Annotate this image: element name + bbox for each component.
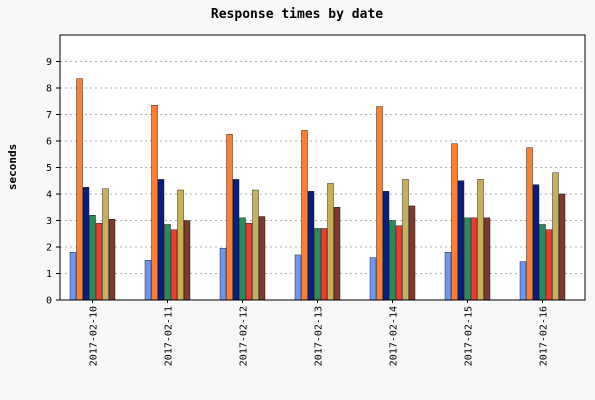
bar — [226, 134, 233, 301]
y-axis-ticks: 0 1 2 3 4 5 6 7 8 9 — [46, 57, 60, 307]
y-tick-label: 3 — [46, 216, 52, 227]
bar — [402, 179, 409, 301]
bar — [369, 257, 377, 301]
bar — [76, 78, 83, 301]
x-tick-label: 2017-02-13 — [314, 306, 325, 366]
bar — [444, 252, 452, 301]
bar — [69, 252, 77, 301]
bar — [558, 193, 566, 301]
y-tick-label: 1 — [46, 269, 52, 280]
bar — [483, 217, 491, 301]
bar — [464, 217, 471, 301]
bar — [170, 229, 178, 301]
x-tick-label: 2017-02-12 — [239, 306, 250, 366]
bar — [327, 183, 334, 301]
y-tick-label: 0 — [46, 296, 52, 307]
bar — [177, 189, 184, 301]
bar — [108, 218, 116, 301]
bar — [95, 222, 103, 301]
bar — [294, 254, 302, 301]
y-tick-label: 7 — [46, 110, 52, 121]
bar — [183, 220, 191, 301]
chart-title: Response times by date — [211, 7, 383, 22]
bar — [314, 228, 321, 301]
y-tick-label: 8 — [46, 84, 52, 95]
bar — [477, 179, 484, 301]
bar — [102, 188, 109, 301]
x-tick-label: 2017-02-16 — [539, 306, 550, 366]
bar — [376, 106, 383, 301]
x-tick-label: 2017-02-15 — [464, 306, 475, 366]
bar — [258, 216, 266, 301]
bar — [545, 229, 553, 301]
bar — [89, 214, 96, 301]
x-axis-ticks: 2017-02-10 2017-02-11 2017-02-12 2017-02-13… — [89, 300, 550, 366]
bar — [333, 207, 341, 301]
y-axis-title: seconds — [6, 144, 19, 190]
bar — [389, 220, 396, 301]
bar — [532, 184, 540, 301]
bar — [395, 225, 403, 301]
bar — [526, 147, 533, 301]
bar — [552, 172, 559, 301]
bar — [457, 180, 465, 301]
bar — [301, 130, 308, 301]
bar — [82, 187, 90, 301]
y-tick-label: 2 — [46, 243, 52, 254]
x-tick-label: 2017-02-11 — [164, 306, 175, 366]
bar — [451, 143, 458, 301]
bar — [232, 179, 240, 301]
bar — [539, 224, 546, 301]
y-tick-label: 6 — [46, 137, 52, 148]
x-tick-label: 2017-02-10 — [89, 306, 100, 366]
bar — [144, 260, 152, 301]
bar — [470, 217, 478, 301]
bar — [320, 228, 328, 301]
bar — [151, 105, 158, 301]
bar — [519, 261, 527, 301]
x-tick-label: 2017-02-14 — [389, 306, 400, 366]
bar — [408, 205, 416, 301]
bar — [382, 191, 390, 301]
bar — [252, 189, 259, 301]
y-tick-label: 4 — [46, 190, 52, 201]
bar — [239, 217, 246, 301]
bar — [307, 191, 315, 301]
y-tick-label: 5 — [46, 163, 52, 174]
bar — [157, 179, 165, 301]
bar — [219, 248, 227, 301]
bar — [164, 224, 171, 301]
y-tick-label: 9 — [46, 57, 52, 68]
bar — [245, 222, 253, 301]
